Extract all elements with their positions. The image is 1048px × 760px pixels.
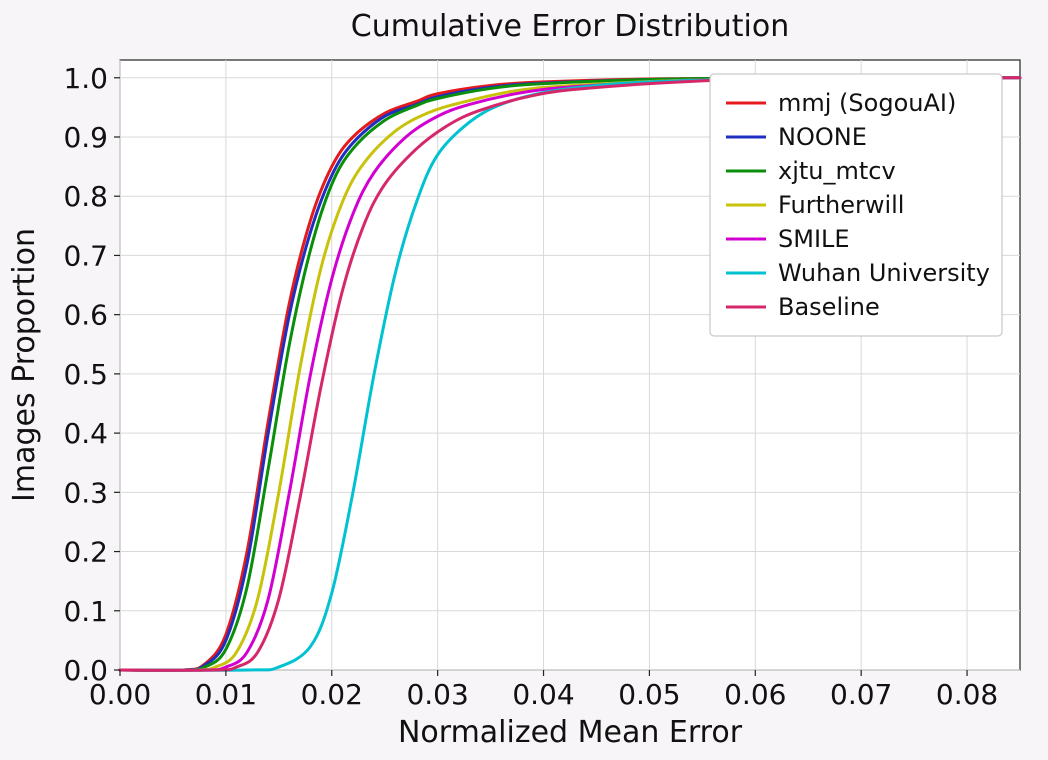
y-tick-label: 0.8 [63,180,108,213]
x-tick-label: 0.05 [618,678,680,711]
x-tick-label: 0.08 [936,678,998,711]
y-tick-label: 0.3 [63,476,108,509]
y-tick-label: 0.7 [63,239,108,272]
legend-label: mmj (SogouAI) [778,89,956,117]
y-tick-label: 0.4 [63,417,108,450]
legend-label: NOONE [778,123,867,151]
x-axis-label: Normalized Mean Error [398,715,743,750]
x-ticks: 0.000.010.020.030.040.050.060.070.08 [89,670,998,711]
chart-svg: 0.000.010.020.030.040.050.060.070.08 0.0… [0,0,1048,760]
legend-label: xjtu_mtcv [778,157,896,185]
legend-label: Wuhan University [778,259,990,287]
x-tick-label: 0.06 [724,678,786,711]
chart-container: { "chart": { "type": "line", "title": "C… [0,0,1048,760]
y-tick-label: 0.0 [63,654,108,687]
y-axis-label: Images Proportion [7,228,42,502]
legend-label: SMILE [778,225,850,253]
y-ticks: 0.0 0.1 0.2 0.3 0.4 0.5 0.6 0.7 0.8 0.9 1.0 [63,62,120,687]
y-tick-label: 0.6 [63,299,108,332]
y-tick-label: 0.1 [63,595,108,628]
x-tick-label: 0.02 [301,678,363,711]
x-tick-label: 0.01 [195,678,257,711]
y-tick-label: 0.5 [63,358,108,391]
legend-label: Furtherwill [778,191,904,219]
y-tick-label: 0.2 [63,536,108,569]
y-tick-label: 1.0 [63,62,108,95]
legend-label: Baseline [778,293,880,321]
legend: mmj (SogouAI) NOONE xjtu_mtcv Furtherwill SM… [710,74,1002,336]
y-tick-label: 0.9 [63,121,108,154]
chart-title: Cumulative Error Distribution [351,9,789,44]
x-tick-label: 0.07 [830,678,892,711]
x-tick-label: 0.03 [406,678,468,711]
x-tick-label: 0.04 [512,678,574,711]
